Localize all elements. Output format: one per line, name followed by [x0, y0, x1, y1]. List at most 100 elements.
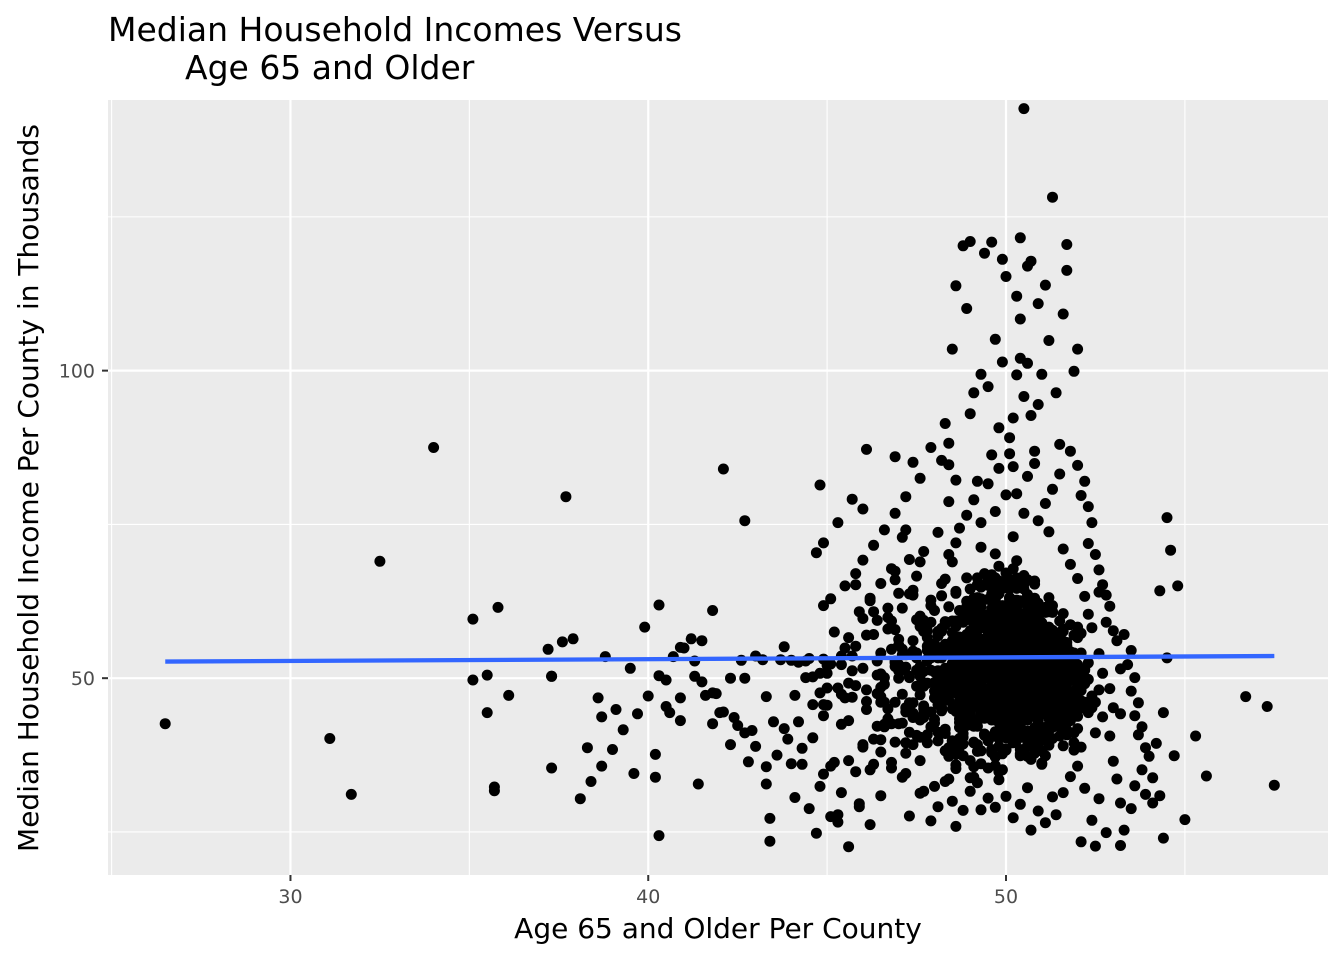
- data-point: [1057, 308, 1069, 320]
- data-point: [1154, 790, 1166, 802]
- chart-title-line-2: Age 65 and Older: [185, 48, 475, 87]
- data-point: [1011, 369, 1023, 381]
- data-point: [914, 787, 926, 799]
- data-point: [1000, 790, 1012, 802]
- data-point: [939, 723, 951, 735]
- data-point: [1147, 797, 1159, 809]
- data-point: [850, 568, 862, 580]
- data-point: [821, 699, 833, 711]
- data-point: [1050, 387, 1062, 399]
- data-point: [653, 599, 665, 611]
- data-point: [1086, 622, 1098, 634]
- data-point: [1104, 730, 1116, 742]
- data-point: [1029, 458, 1041, 469]
- data-point: [1061, 637, 1073, 648]
- data-point: [467, 674, 479, 686]
- data-point: [1072, 723, 1084, 735]
- data-point: [1089, 840, 1101, 852]
- data-point: [878, 524, 890, 536]
- data-point: [828, 756, 840, 768]
- data-point: [768, 716, 779, 728]
- data-point: [1032, 805, 1044, 817]
- data-point: [1089, 727, 1101, 739]
- data-point: [739, 727, 751, 739]
- data-point: [592, 692, 604, 704]
- data-point: [1129, 672, 1141, 684]
- data-point: [818, 768, 829, 780]
- data-point: [653, 670, 665, 682]
- data-point: [742, 756, 754, 768]
- data-point: [796, 742, 808, 754]
- x-tick-label: 30: [278, 886, 302, 908]
- data-point: [1004, 448, 1016, 460]
- data-point: [982, 478, 994, 490]
- data-point: [1072, 760, 1084, 772]
- data-point: [1079, 590, 1091, 602]
- data-point: [853, 606, 865, 618]
- data-point: [825, 593, 837, 605]
- data-point: [875, 746, 887, 758]
- data-point: [632, 708, 643, 720]
- data-point: [596, 760, 608, 772]
- data-point: [1179, 814, 1191, 826]
- data-point: [950, 537, 962, 549]
- data-point: [771, 749, 783, 761]
- data-point: [488, 781, 500, 793]
- data-point: [979, 247, 990, 259]
- data-point: [835, 787, 847, 799]
- data-point: [803, 803, 815, 815]
- data-point: [889, 574, 901, 586]
- data-point: [1000, 271, 1012, 282]
- data-point: [868, 539, 880, 551]
- data-point: [728, 712, 740, 723]
- data-point: [1107, 755, 1119, 767]
- data-point: [1022, 470, 1033, 482]
- data-point: [739, 515, 751, 527]
- data-point: [1057, 625, 1069, 637]
- data-point: [1111, 773, 1123, 785]
- data-point: [1147, 772, 1159, 784]
- data-point: [1000, 744, 1012, 756]
- data-point: [929, 717, 940, 729]
- data-point: [810, 547, 822, 559]
- data-point: [918, 546, 930, 557]
- data-point: [1007, 531, 1019, 543]
- data-point: [1104, 600, 1116, 612]
- data-point: [1093, 793, 1105, 805]
- data-point: [1125, 645, 1137, 656]
- data-point: [1039, 279, 1051, 291]
- data-point: [961, 303, 973, 314]
- data-point: [1029, 445, 1041, 457]
- data-point: [1115, 840, 1126, 851]
- data-point: [1240, 691, 1252, 703]
- data-point: [889, 624, 901, 636]
- data-point: [1043, 335, 1055, 346]
- data-point: [1140, 742, 1151, 754]
- data-point: [896, 688, 908, 700]
- data-point: [810, 827, 822, 839]
- data-point: [1007, 461, 1019, 473]
- data-point: [664, 707, 676, 719]
- data-point: [907, 739, 919, 751]
- data-point: [975, 745, 987, 757]
- data-point: [996, 253, 1008, 265]
- data-point: [1029, 575, 1041, 587]
- data-point: [674, 715, 686, 727]
- data-point: [1011, 290, 1023, 302]
- data-point: [818, 710, 829, 722]
- data-point: [1025, 824, 1037, 836]
- data-point: [1125, 685, 1137, 697]
- data-point: [1200, 770, 1212, 782]
- data-point: [907, 697, 919, 709]
- data-point: [1014, 313, 1026, 325]
- data-point: [428, 442, 440, 453]
- data-point: [943, 496, 955, 508]
- data-point: [585, 776, 597, 787]
- data-point: [889, 696, 901, 708]
- data-point: [1082, 608, 1094, 620]
- data-point: [993, 774, 1005, 786]
- data-point: [739, 672, 751, 684]
- data-point: [889, 507, 901, 519]
- data-point: [649, 771, 661, 783]
